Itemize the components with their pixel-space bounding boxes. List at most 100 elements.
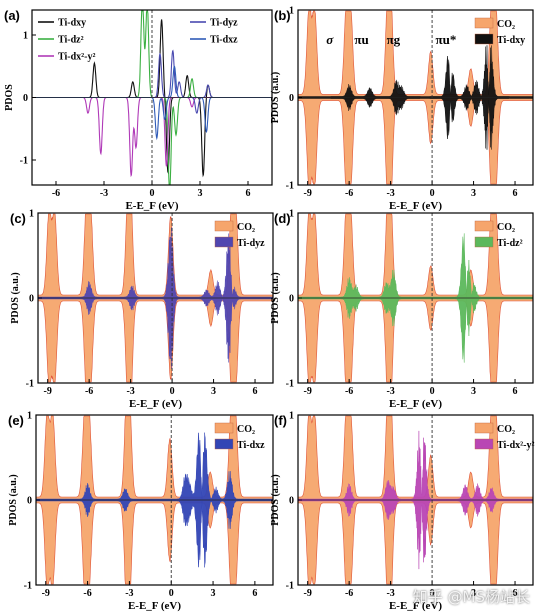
x-tick-label: 0 [169, 588, 174, 599]
panel-d: -9 -6 -3 0 3 6 -1 0 1 E-E_F (eV) PDOS (a.u.) (d) CO₂… [270, 209, 534, 410]
legend-swatch [474, 33, 494, 45]
x-tick-label: -6 [345, 188, 353, 199]
y-axis-label: PDOS (a.u.) [270, 272, 281, 323]
y-tick-label: 1 [289, 209, 294, 220]
legend-label: CO₂ [497, 19, 515, 30]
y-axis-label: PDOS (a.u.) [10, 272, 21, 323]
y-tick-label: 1 [289, 411, 294, 422]
y-tick-label: -1 [24, 581, 32, 592]
y-axis-label: PDOS (a.u.) [8, 474, 19, 525]
orbital-label: πg [387, 32, 401, 47]
legend-label: CO₂ [237, 222, 255, 233]
y-tick-label: 1 [289, 6, 294, 17]
x-tick-label: 6 [252, 588, 257, 599]
legend-swatch [474, 17, 494, 29]
watermark: 知乎 @MS杨站长 [412, 588, 530, 606]
panel-f: -9 -6 -3 0 3 6 -1 0 1 E-E_F (eV) PDOS (a.u.) (f) CO₂… [270, 411, 535, 613]
panel-label: (d) [274, 211, 291, 226]
x-tick-label: -3 [100, 188, 108, 199]
panel-label: (e) [8, 413, 24, 428]
x-tick-label: -6 [83, 588, 91, 599]
legend-swatch [474, 236, 494, 248]
orbital-label: πu [354, 32, 368, 47]
x-axis-label: E-E_F (eV) [389, 398, 442, 410]
y-tick-label: 1 [27, 411, 32, 422]
x-tick-label: 3 [198, 188, 203, 199]
legend-label: Ti-dz² [497, 238, 523, 249]
orbital-label: πu* [435, 32, 456, 47]
x-axis-label: E-E_F (eV) [125, 200, 178, 212]
x-tick-label: 0 [150, 188, 155, 199]
x-axis-label: E-E_F (eV) [128, 600, 181, 612]
panel-e: -9 -6 -3 0 3 6 -1 0 1 E-E_F (eV) PDOS (a.u.) (e) CO₂… [8, 411, 274, 612]
x-axis-label: E-E_F (eV) [129, 398, 182, 410]
legend-label: CO₂ [497, 424, 515, 435]
legend-swatch [474, 220, 494, 232]
y-tick-label: 0 [27, 496, 32, 507]
panel-a: -6 -3 0 3 6 -1 0 1 E-E_F (eV) PDOS (a) Ti-dxy Ti-dz²… [4, 8, 273, 212]
x-tick-label: -9 [304, 188, 312, 199]
legend-label: Ti-dyz [237, 238, 265, 249]
legend-label: Ti-dxy [497, 35, 525, 46]
legend-swatch [214, 422, 234, 434]
legend-swatch [214, 220, 234, 232]
panel-c: -9 -6 -3 0 3 6 -1 0 1 E-E_F (eV) PDOS (a.u.) (c) CO₂… [10, 209, 274, 410]
x-axis-label: E-E_F (eV) [389, 600, 442, 612]
y-axis-label: PDOS (a.u.) [270, 72, 281, 123]
x-tick-label: 3 [471, 386, 476, 397]
legend-label: CO₂ [237, 424, 255, 435]
legend-label: CO₂ [497, 222, 515, 233]
y-tick-label: -1 [20, 156, 28, 167]
x-tick-label: 0 [430, 386, 435, 397]
legend-label: Ti-dz² [58, 35, 84, 46]
x-tick-label: 0 [430, 188, 435, 199]
x-tick-label: 3 [471, 588, 476, 599]
x-tick-label: -3 [386, 588, 394, 599]
legend-label: Ti-dxz [210, 35, 238, 46]
x-tick-label: 0 [430, 588, 435, 599]
y-axis-label: PDOS [4, 84, 15, 111]
x-tick-label: -9 [42, 588, 50, 599]
x-tick-label: 3 [471, 188, 476, 199]
y-tick-label: -1 [26, 379, 34, 390]
x-tick-label: -3 [386, 386, 394, 397]
y-tick-label: 0 [289, 294, 294, 305]
x-tick-label: 3 [211, 386, 216, 397]
legend-swatch [474, 422, 494, 434]
x-axis-label: E-E_F (eV) [389, 200, 442, 212]
y-tick-label: 0 [23, 93, 28, 104]
x-tick-label: -9 [44, 386, 52, 397]
x-tick-label: -9 [304, 588, 312, 599]
panel-label: (c) [10, 211, 26, 226]
legend-label: Ti-dxz [237, 440, 265, 451]
x-tick-label: 6 [513, 386, 518, 397]
panel-label: (f) [274, 413, 287, 428]
x-tick-label: -6 [85, 386, 93, 397]
x-tick-label: 6 [513, 188, 518, 199]
x-tick-label: 6 [253, 386, 258, 397]
x-tick-label: -6 [345, 588, 353, 599]
legend-label: Ti-dyz [210, 18, 238, 29]
x-tick-label: 3 [211, 588, 216, 599]
x-tick-label: -6 [52, 188, 60, 199]
x-tick-label: -9 [304, 386, 312, 397]
y-tick-label: -1 [286, 581, 294, 592]
panel-label: (a) [4, 8, 20, 23]
y-tick-label: -1 [286, 379, 294, 390]
orbital-label: σ [326, 32, 334, 47]
panel-label: (b) [274, 8, 291, 23]
y-axis-label: PDOS (a.u.) [270, 474, 281, 525]
legend-swatch [474, 438, 494, 450]
y-tick-label: 0 [289, 496, 294, 507]
y-tick-label: 1 [23, 31, 28, 42]
y-tick-label: 0 [289, 93, 294, 104]
x-tick-label: 6 [246, 188, 251, 199]
x-tick-label: 6 [513, 588, 518, 599]
legend-label: Ti-dxy [58, 18, 86, 29]
x-tick-label: -3 [386, 188, 394, 199]
y-tick-label: 0 [29, 294, 34, 305]
x-tick-label: -3 [126, 386, 134, 397]
y-tick-label: -1 [286, 181, 294, 192]
x-tick-label: 0 [170, 386, 175, 397]
